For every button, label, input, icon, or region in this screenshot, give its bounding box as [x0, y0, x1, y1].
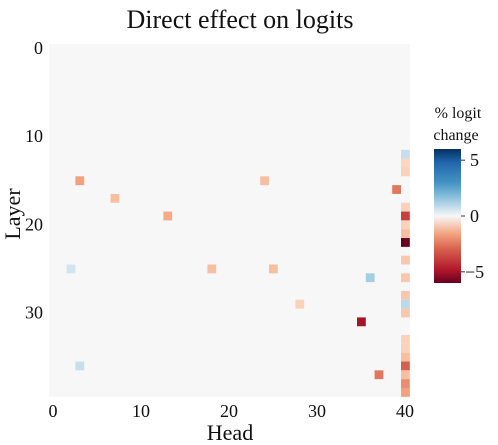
- heatmap-cell: [163, 211, 173, 221]
- heatmap-cell: [401, 343, 410, 353]
- y-axis-ticks: 0 10 20 30: [25, 38, 43, 323]
- heatmap-cell: [269, 264, 278, 274]
- heatmap-cell: [401, 229, 410, 239]
- chart-title: Direct effect on logits: [127, 5, 354, 34]
- colorbar-gradient: [434, 149, 461, 283]
- heatmap-cell: [392, 185, 401, 194]
- x-axis-ticks: 0 10 20 30 40: [49, 401, 415, 421]
- heatmap: [49, 44, 410, 397]
- colorbar-title-line-2: change: [433, 127, 478, 144]
- colorbar-tick-label: 5: [470, 150, 479, 170]
- heatmap-cell: [401, 273, 410, 283]
- heatmap-cell: [401, 220, 410, 230]
- heatmap-cell: [401, 167, 410, 177]
- heatmap-cell: [207, 264, 217, 274]
- heatmap-cell: [401, 202, 410, 212]
- heatmap-cell: [260, 176, 269, 186]
- colorbar-tick-label: 0: [470, 206, 479, 226]
- heatmap-cell: [66, 264, 76, 274]
- heatmap-cell: [401, 211, 410, 221]
- x-tick-label: 0: [49, 401, 58, 421]
- x-tick-label: 30: [308, 401, 326, 421]
- heatmap-cell: [401, 335, 410, 344]
- heatmap-cell: [401, 352, 410, 362]
- heatmap-cell: [401, 379, 410, 388]
- colorbar-title-line-1: % logit: [435, 105, 482, 122]
- heatmap-cell: [75, 361, 85, 371]
- heatmap-cell: [401, 299, 410, 309]
- heatmap-background: [49, 44, 410, 397]
- heatmap-cell: [401, 290, 410, 300]
- heatmap-cell: [401, 370, 410, 380]
- y-axis-label: Layer: [0, 188, 25, 240]
- x-tick-label: 10: [132, 401, 150, 421]
- heatmap-cell: [401, 158, 410, 168]
- heatmap-cell: [401, 361, 410, 371]
- heatmap-cell: [401, 255, 410, 265]
- heatmap-cell: [75, 176, 85, 186]
- y-tick-label: 0: [34, 38, 43, 58]
- x-tick-label: 40: [396, 401, 414, 421]
- heatmap-cell: [401, 308, 410, 318]
- heatmap-cell: [110, 193, 120, 203]
- heatmap-cell: [374, 370, 384, 380]
- heatmap-cell: [401, 387, 410, 397]
- heatmap-cell: [401, 149, 410, 159]
- y-tick-label: 20: [25, 214, 43, 234]
- y-tick-label: 10: [25, 126, 43, 146]
- heatmap-cell: [295, 299, 305, 309]
- y-tick-label: 30: [25, 303, 43, 323]
- colorbar: % logit change 5 0 −5: [433, 105, 484, 283]
- heatmap-cell: [365, 273, 375, 283]
- colorbar-tick-label: −5: [465, 262, 484, 282]
- x-tick-label: 20: [220, 401, 238, 421]
- x-axis-label: Head: [207, 420, 253, 445]
- heatmap-cell: [357, 317, 366, 327]
- heatmap-cell: [401, 238, 410, 247]
